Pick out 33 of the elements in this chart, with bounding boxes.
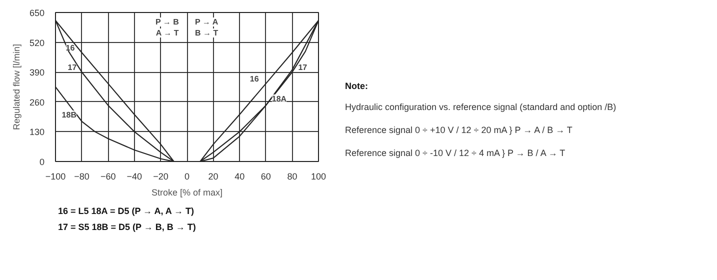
- y-tick-label: 390: [29, 68, 45, 78]
- series-label: 17: [68, 63, 78, 72]
- series-label: 18B: [62, 110, 77, 120]
- y-axis-title: Regulated flow [l/min]: [11, 44, 22, 130]
- x-tick-label: 20: [208, 172, 218, 182]
- series-label: 17: [298, 63, 308, 72]
- text: Note:: [345, 80, 369, 93]
- series-label: 16: [66, 44, 76, 53]
- series-label: 16: [250, 74, 260, 84]
- x-tick-label: −80: [74, 172, 90, 182]
- y-tick-label: 130: [29, 127, 45, 138]
- x-tick-label: −60: [100, 172, 116, 182]
- y-tick-label: 260: [29, 97, 45, 108]
- y-tick-label: 650: [29, 8, 45, 18]
- text: Hydraulic configuration vs. reference signal (standard and option /B): [345, 100, 616, 114]
- x-tick-label: 40: [234, 172, 245, 182]
- text: 16 = L5 18A = D5 (P → A, A → T): [58, 205, 196, 218]
- x-axis-title: Stroke [% of max]: [151, 188, 223, 198]
- x-tick-label: −40: [126, 172, 142, 182]
- x-tick-label: 80: [287, 172, 298, 182]
- annotation: P → B A → T: [155, 18, 180, 38]
- y-tick-label: 520: [29, 38, 45, 48]
- x-tick-label: 60: [260, 172, 271, 182]
- x-tick-label: −100: [45, 172, 66, 182]
- x-tick-label: 100: [310, 172, 326, 182]
- y-tick-label: 0: [39, 157, 45, 167]
- x-tick-label: 0: [184, 172, 190, 182]
- series-label: 18A: [272, 94, 287, 104]
- annotation: P → A B → T: [195, 18, 218, 38]
- text: Reference signal 0 ÷ +10 V / 12 ÷ 20 mA } P → A / B → T: [345, 124, 574, 137]
- x-tick-label: −20: [153, 172, 168, 182]
- text: 17 = S5 18B = D5 (P → B, B → T): [58, 220, 196, 234]
- text: Reference signal 0 ÷ -10 V / 12 ÷ 4 mA } P → B / A → T: [345, 146, 566, 160]
